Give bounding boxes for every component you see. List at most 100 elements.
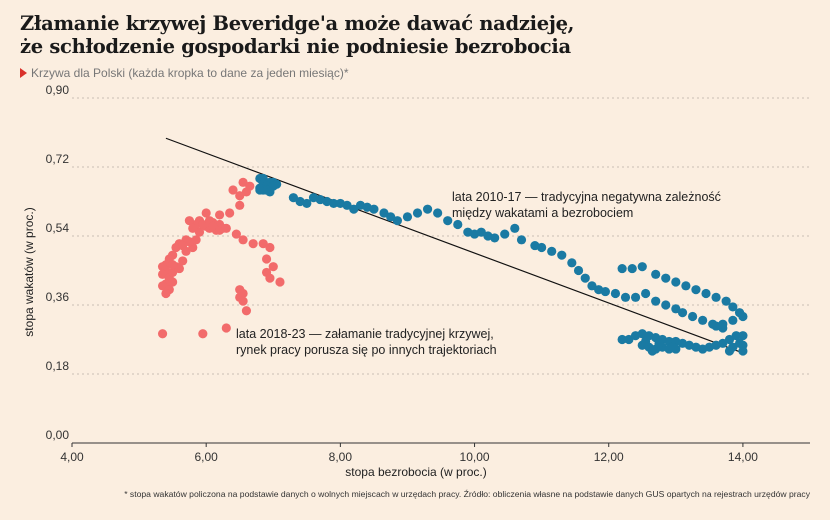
x-tick-label: 8,00 — [329, 450, 353, 464]
data-point — [228, 185, 238, 195]
data-point — [600, 286, 610, 297]
gridlines — [72, 97, 810, 444]
data-point — [245, 181, 255, 191]
annotation: lata 2010-17 — tradycyjna negatywna zale… — [452, 190, 721, 220]
data-point — [610, 288, 621, 299]
y-tick-label: 0,00 — [46, 428, 70, 442]
data-point — [342, 200, 352, 210]
data-point — [637, 262, 647, 272]
data-point — [184, 216, 195, 226]
annotations: lata 2010-17 — tradycyjna negatywna zale… — [236, 190, 721, 357]
data-point — [157, 281, 168, 291]
data-point — [188, 223, 198, 233]
y-tick-label: 0,18 — [46, 359, 70, 373]
data-point — [255, 185, 265, 195]
data-point — [369, 204, 379, 214]
data-point — [647, 346, 657, 356]
subtitle-text: Krzywa dla Polski (każda kropka to dane … — [31, 66, 349, 80]
data-point — [573, 265, 584, 276]
data-point — [402, 212, 413, 222]
title-line-1: Złamanie krzywej Beveridge'a może dawać … — [20, 12, 575, 35]
data-point — [698, 315, 708, 325]
data-point — [161, 288, 171, 299]
y-tick-label: 0,90 — [46, 83, 70, 97]
data-point — [191, 235, 201, 245]
data-point — [627, 263, 637, 274]
data-point — [178, 240, 188, 251]
data-point — [500, 229, 510, 239]
x-tick-label: 4,00 — [60, 450, 84, 464]
data-point — [241, 306, 252, 316]
data-point — [392, 216, 402, 226]
data-point — [265, 273, 275, 283]
data-point — [238, 235, 248, 245]
data-point — [248, 239, 258, 249]
data-point — [412, 208, 423, 218]
data-point — [661, 300, 671, 310]
data-point — [617, 334, 627, 345]
data-point — [687, 311, 698, 322]
data-point — [275, 277, 285, 287]
annotation-line: rynek pracy porusza się po innych trajek… — [236, 343, 497, 357]
data-point — [238, 296, 248, 306]
data-point — [651, 269, 661, 279]
x-tick-label: 10,00 — [460, 450, 490, 464]
data-point — [738, 331, 748, 341]
data-point — [728, 302, 738, 312]
data-point — [168, 260, 178, 270]
y-tick-label: 0,54 — [46, 221, 70, 235]
red-triangle-icon — [20, 68, 27, 78]
chart-subtitle: Krzywa dla Polski (każda kropka to dane … — [20, 66, 348, 80]
data-point — [681, 281, 691, 291]
x-tick-label: 12,00 — [594, 450, 624, 464]
data-point — [288, 193, 298, 203]
data-point — [265, 242, 275, 253]
data-point — [711, 292, 721, 302]
data-point — [443, 216, 453, 226]
data-point — [379, 208, 389, 218]
data-point — [677, 308, 688, 318]
data-point — [738, 340, 748, 350]
x-tick-label: 6,00 — [195, 450, 219, 464]
data-point — [201, 208, 211, 218]
data-point — [516, 235, 527, 245]
data-point — [178, 256, 188, 266]
data-point — [624, 334, 634, 345]
data-point — [711, 321, 721, 331]
data-points — [157, 173, 748, 356]
data-point — [651, 296, 661, 306]
title-line-2: że schłodzenie gospodarki nie podniesie … — [20, 35, 571, 58]
data-point — [265, 187, 275, 197]
data-point — [567, 258, 577, 268]
data-point — [671, 277, 681, 287]
trendline — [165, 137, 744, 354]
data-point — [721, 296, 731, 306]
data-point — [490, 233, 500, 243]
data-point — [225, 208, 235, 218]
data-point — [718, 338, 728, 348]
y-axis-ticks: 0,00 0,18 0,36 0,54 0,72 0,90 — [46, 83, 70, 442]
data-point — [221, 323, 231, 333]
data-point — [476, 227, 486, 237]
data-point — [221, 223, 231, 233]
annotation-line: lata 2018-23 — załamanie tradycyjnej krz… — [236, 327, 494, 341]
data-point — [661, 273, 671, 283]
chart-title: Złamanie krzywej Beveridge'a może dawać … — [20, 12, 810, 58]
data-point — [235, 191, 245, 201]
data-point — [654, 338, 664, 348]
footnote: * stopa wakatów policzona na podstawie d… — [124, 489, 810, 499]
data-point — [641, 288, 651, 299]
data-point — [691, 285, 701, 295]
data-point — [453, 219, 463, 230]
data-point — [728, 315, 738, 325]
data-point — [235, 200, 245, 210]
data-point — [349, 204, 359, 214]
data-point — [671, 304, 681, 314]
annotation-line: lata 2010-17 — tradycyjna negatywna zale… — [452, 190, 721, 204]
data-point — [238, 177, 248, 187]
data-point — [580, 273, 590, 283]
data-point — [261, 254, 272, 264]
y-tick-label: 0,36 — [46, 290, 70, 304]
data-point — [510, 223, 520, 233]
